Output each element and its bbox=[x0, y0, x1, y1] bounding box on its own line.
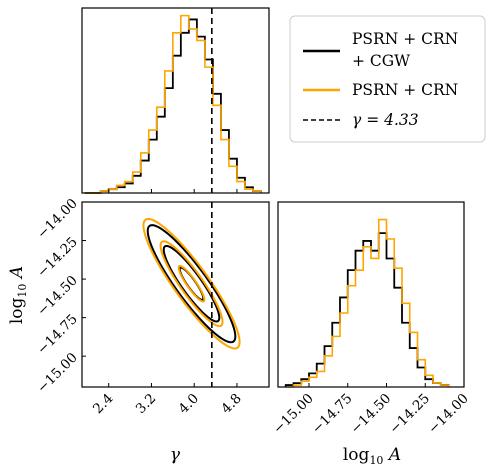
log10A-tick-label-x: −14.25 bbox=[386, 391, 433, 438]
log10A-tick-label-x: −14.00 bbox=[425, 391, 472, 438]
log10A-tick-label-y: −14.75 bbox=[34, 311, 81, 358]
contour-panel: 2.4 3.2 4.0 4.8 −15.00−14.75−14.50−14.25−14… bbox=[7, 196, 270, 465]
log10A-axis-label-x: log10 A bbox=[343, 445, 401, 467]
contour-without-cgw-level-3 bbox=[142, 217, 241, 350]
legend-label-with-cgw-line1: PSRN + CRN bbox=[352, 30, 458, 48]
log10A-tick-label-y: −14.00 bbox=[34, 196, 81, 243]
log10A-tick-label-y: −14.50 bbox=[34, 273, 81, 320]
log10A-hist-without-cgw bbox=[285, 218, 450, 388]
contour-with-cgw-level-2 bbox=[162, 244, 221, 323]
contour-with-cgw-level-3 bbox=[146, 224, 237, 344]
contour-without-cgw-level-2 bbox=[159, 240, 224, 328]
gamma-tick-label: 4.0 bbox=[176, 391, 203, 418]
gamma-hist-with-cgw bbox=[84, 18, 262, 194]
gamma-axis-label: γ bbox=[170, 445, 181, 465]
log10A-axis-label-y: log10 A bbox=[7, 266, 29, 324]
contour-frame bbox=[81, 201, 270, 388]
log10A-tick-label-y: −15.00 bbox=[34, 350, 81, 397]
legend: PSRN + CRN + CGW PSRN + CRN γ = 4.33 bbox=[289, 15, 486, 143]
log10A-tick-label-x: −15.00 bbox=[270, 391, 317, 438]
gamma-histogram-frame bbox=[81, 7, 270, 194]
legend-box bbox=[289, 15, 486, 143]
gamma-tick-label: 2.4 bbox=[90, 391, 117, 418]
gamma-hist-without-cgw bbox=[84, 14, 262, 194]
log10A-histogram-frame bbox=[277, 201, 465, 388]
gamma-tick-label: 4.8 bbox=[218, 391, 245, 418]
log10A-hist-with-cgw bbox=[284, 232, 450, 387]
contour-without-cgw-level-1 bbox=[177, 264, 206, 303]
log10A-tick-label-x: −14.50 bbox=[348, 391, 395, 438]
log10A-histogram-panel: −15.00−14.75−14.50−14.25−14.00 log10 A bbox=[270, 201, 472, 467]
legend-label-reference: γ = 4.33 bbox=[352, 111, 419, 129]
log10A-tick-label-y: −14.25 bbox=[34, 234, 81, 281]
legend-label-with-cgw-line2: + CGW bbox=[352, 52, 410, 70]
contour-with-cgw-level-1 bbox=[178, 266, 205, 301]
legend-label-without-cgw: PSRN + CRN bbox=[352, 81, 458, 99]
log10A-tick-label-x: −14.75 bbox=[309, 391, 356, 438]
gamma-histogram-panel bbox=[81, 7, 270, 194]
gamma-tick-label: 3.2 bbox=[133, 391, 160, 418]
